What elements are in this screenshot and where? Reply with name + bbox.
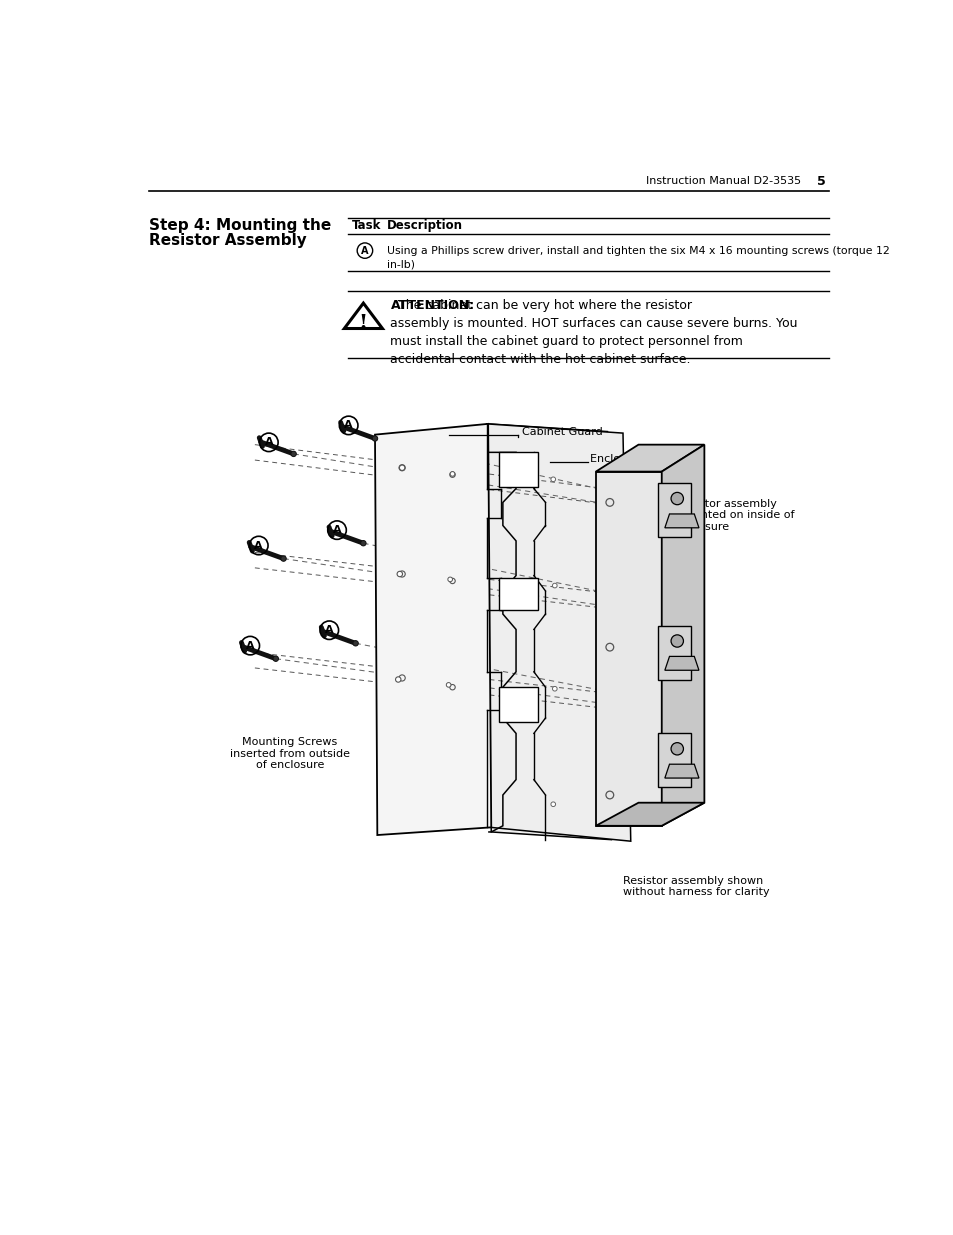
Circle shape [273,656,278,662]
Circle shape [550,477,555,482]
Circle shape [280,556,286,561]
Text: Resistor Assembly: Resistor Assembly [149,233,306,248]
Text: Mounting Screws
inserted from outside
of enclosure: Mounting Screws inserted from outside of… [230,737,350,771]
Circle shape [550,802,555,806]
Circle shape [670,493,682,505]
Text: Resistor assembly shown
without harness for clarity: Resistor assembly shown without harness … [622,876,769,898]
Text: Description: Description [386,220,462,232]
Polygon shape [664,764,699,778]
Circle shape [450,472,455,477]
Text: A: A [325,625,334,635]
Circle shape [670,635,682,647]
Text: Cabinet Guard: Cabinet Guard [521,427,602,437]
Polygon shape [658,483,691,537]
Circle shape [447,577,452,582]
Circle shape [291,451,296,457]
Polygon shape [486,424,630,841]
Text: A: A [254,541,263,551]
Text: ATTENTION:: ATTENTION: [390,299,475,312]
Text: A: A [344,420,353,431]
Text: 5: 5 [816,175,824,188]
Text: Enclosure Wall: Enclosure Wall [590,453,671,463]
Polygon shape [488,424,611,840]
Polygon shape [661,445,703,826]
Text: Using a Phillips screw driver, install and tighten the six M4 x 16 mounting scre: Using a Phillips screw driver, install a… [386,246,888,269]
Polygon shape [498,452,537,487]
Text: Task: Task [352,220,381,232]
Text: A: A [246,641,254,651]
Polygon shape [596,803,703,826]
Circle shape [670,742,682,755]
Polygon shape [498,687,537,721]
Circle shape [372,436,377,441]
Polygon shape [596,445,703,472]
Text: A: A [333,525,341,535]
Circle shape [396,572,402,577]
Circle shape [360,541,366,546]
Text: Resistor assembly
mounted on inside of
enclosure: Resistor assembly mounted on inside of e… [675,499,793,532]
Polygon shape [664,514,699,527]
Polygon shape [596,472,661,826]
Circle shape [399,466,404,471]
Circle shape [552,583,557,588]
Polygon shape [498,578,537,610]
Text: The cabinet can be very hot where the resistor
assembly is mounted. HOT surfaces: The cabinet can be very hot where the re… [390,299,797,366]
Polygon shape [658,626,691,679]
Circle shape [353,641,358,646]
Circle shape [552,687,557,692]
Polygon shape [658,734,691,787]
Text: A: A [264,437,273,447]
Circle shape [446,683,451,687]
Polygon shape [664,656,699,671]
Text: !: ! [358,312,368,333]
Circle shape [395,677,400,682]
Polygon shape [375,424,491,835]
Text: Instruction Manual D2-3535: Instruction Manual D2-3535 [645,177,801,186]
Text: A: A [361,246,368,256]
Text: Step 4: Mounting the: Step 4: Mounting the [149,217,331,232]
